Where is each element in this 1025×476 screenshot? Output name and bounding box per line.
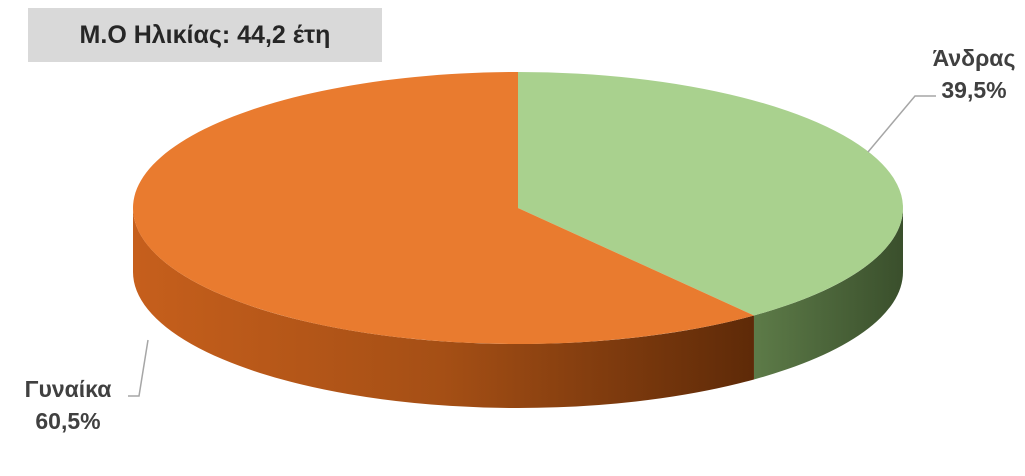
pie-slice-men xyxy=(518,72,903,316)
slice-value-men: 39,5% xyxy=(941,77,1006,103)
pie-side-women xyxy=(133,208,754,408)
pie-side-men xyxy=(753,208,903,380)
slice-label-men: Άνδρας xyxy=(933,45,1016,71)
leader-line-women xyxy=(128,339,149,397)
slice-label-women: Γυναίκα xyxy=(25,376,112,402)
pie-slice-women xyxy=(132,72,754,344)
average-age-annotation: Μ.Ο Ηλικίας: 44,2 έτη xyxy=(28,8,382,62)
slice-value-women: 60,5% xyxy=(35,408,100,434)
leader-line-men xyxy=(867,95,936,153)
